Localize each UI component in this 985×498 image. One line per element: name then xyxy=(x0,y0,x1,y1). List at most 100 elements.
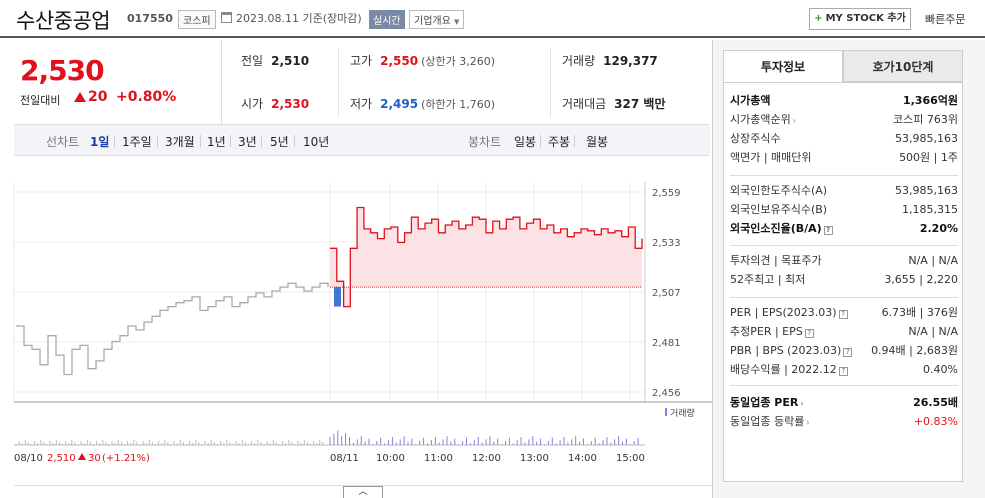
info-tabs: 투자정보 호가10단계 xyxy=(723,50,963,82)
info-row: 시가총액 1,366억원 xyxy=(730,93,958,109)
candle-weekly[interactable]: 주봉 xyxy=(548,135,571,149)
divider xyxy=(157,135,158,147)
info-row: PER | EPS(2023.03)? 6.73배 | 376원 xyxy=(730,305,958,321)
up-arrow-icon xyxy=(78,453,86,460)
market-badge: 코스피 xyxy=(178,10,216,29)
price-chart[interactable]: 2,559 2,533 2,507 2,481 2,456 거래량 08/11 10:00 11… xyxy=(0,158,712,468)
period-10y[interactable]: 10년 xyxy=(303,135,330,149)
quote-low: 저가 2,495 (하한가 1,760) xyxy=(350,95,495,112)
help-icon[interactable]: ? xyxy=(838,310,848,319)
info-row-value: N/A | N/A xyxy=(908,254,958,267)
help-icon[interactable]: ? xyxy=(838,367,848,376)
period-3m[interactable]: 3개월 xyxy=(165,135,195,149)
price-change-value: 20 xyxy=(88,89,108,105)
y-tick-label: 2,559 xyxy=(652,188,681,199)
company-info-dropdown[interactable]: 기업개요 ▼ xyxy=(409,10,465,29)
info-row-label: 외국인보유주식수(B) xyxy=(730,203,828,216)
add-mystock-button[interactable]: + MY STOCK 추가 xyxy=(809,8,911,30)
stock-title: 수산중공업 xyxy=(16,9,111,33)
company-info-label: 기업개요 xyxy=(414,16,451,27)
compare-label: 전일대비 xyxy=(20,94,61,107)
chevron-right-icon[interactable]: › xyxy=(806,418,810,427)
info-row-value: 0.40% xyxy=(923,363,958,376)
quote-low-label: 저가 xyxy=(350,97,373,111)
divider xyxy=(261,135,262,147)
tab-hoga[interactable]: 호가10단계 xyxy=(843,50,963,82)
today-line xyxy=(330,206,643,308)
info-row-label: 배당수익률 | 2022.12? xyxy=(730,362,848,378)
info-row-value: N/A | N/A xyxy=(908,325,958,338)
period-1y[interactable]: 1년 xyxy=(207,135,226,149)
x-tick-label: 11:00 xyxy=(424,453,453,464)
help-icon[interactable]: ? xyxy=(804,329,814,338)
info-row-value: +0.83% xyxy=(913,415,958,428)
price-chart-svg: 2,559 2,533 2,507 2,481 2,456 거래량 08/11 10:00 11… xyxy=(13,182,712,464)
invest-info-table: 시가총액 1,366억원 시가총액순위 › 코스피 763위 상장주식수 53,985,16… xyxy=(723,82,963,482)
info-row-label: 시가총액 xyxy=(730,94,771,107)
collapse-handle[interactable]: ︿ xyxy=(343,486,383,498)
info-row-value: 1,366억원 xyxy=(902,94,958,107)
stock-code: 017550 xyxy=(127,12,173,25)
info-row-value: 53,985,163 xyxy=(895,184,958,197)
info-row-value: 0.94배 | 2,683원 xyxy=(871,344,958,357)
down-segment xyxy=(334,287,341,307)
info-row-label: 52주최고 | 최저 xyxy=(730,273,806,286)
help-icon[interactable]: ? xyxy=(843,348,853,357)
quote-open-value: 2,530 xyxy=(271,97,310,111)
help-icon[interactable]: ? xyxy=(823,226,833,235)
info-row: PBR | BPS (2023.03)? 0.94배 | 2,683원 xyxy=(730,343,958,359)
divider xyxy=(574,135,575,147)
info-row: 투자의견 | 목표주가 N/A | N/A xyxy=(730,253,958,269)
line-chart-label[interactable]: 선차트 xyxy=(46,135,80,149)
divider xyxy=(14,485,712,486)
info-row-label: PER | EPS(2023.03)? xyxy=(730,305,848,321)
info-row-label: 동일업종 PER › xyxy=(730,396,804,409)
base-date: 2023.08.11 기준(장마감) xyxy=(236,12,362,25)
info-row: 외국인소진율(B/A)? 2.20% xyxy=(730,221,958,237)
info-row: 외국인보유주식수(B) 1,185,315 xyxy=(730,202,958,218)
period-1d[interactable]: 1일 xyxy=(90,135,110,149)
info-panel: 투자정보 호가10단계 시가총액 1,366억원 시가총액순위 › 코스피 763위 상장… xyxy=(712,40,985,498)
info-row: 동일업종 등락률 › +0.83% xyxy=(730,414,958,430)
candle-daily[interactable]: 일봉 xyxy=(514,135,537,149)
price-change: 20 xyxy=(74,89,107,105)
divider xyxy=(114,135,115,147)
x-tick-label: 12:00 xyxy=(472,453,501,464)
info-row: 액면가 | 매매단위 500원 | 1주 xyxy=(730,150,958,166)
candle-chart-label[interactable]: 봉차트 xyxy=(468,135,502,149)
up-arrow-icon xyxy=(74,92,86,102)
quote-high-label: 고가 xyxy=(350,54,373,68)
divider xyxy=(550,48,551,118)
prev-day-date: 08/10 xyxy=(14,453,43,464)
quote-open-label: 시가 xyxy=(241,97,264,111)
quote-high: 고가 2,550 (상한가 3,260) xyxy=(350,52,495,69)
info-row-value: 53,985,163 xyxy=(895,132,958,145)
info-row-label: 외국인한도주식수(A) xyxy=(730,184,828,197)
info-row-value: 3,655 | 2,220 xyxy=(884,273,958,286)
divider xyxy=(338,48,339,118)
info-row-label: 액면가 | 매매단위 xyxy=(730,151,812,164)
chevron-right-icon[interactable]: › xyxy=(792,116,796,125)
prev-day-rate: (+1.21%) xyxy=(102,453,150,464)
period-3y[interactable]: 3년 xyxy=(238,135,257,149)
quote-amount-value: 327 백만 xyxy=(614,97,666,111)
info-row-value: 26.55배 xyxy=(913,396,958,409)
divider xyxy=(730,297,958,298)
quote-low-value: 2,495 xyxy=(380,97,419,111)
quick-order-link[interactable]: 빠른주문 xyxy=(925,13,966,26)
info-row-label: 상장주식수 xyxy=(730,132,781,145)
candle-monthly[interactable]: 월봉 xyxy=(586,135,609,149)
upper-limit: (상한가 3,260) xyxy=(421,55,495,68)
lower-limit: (하한가 1,760) xyxy=(421,98,495,111)
period-5y[interactable]: 5년 xyxy=(270,135,289,149)
chevron-right-icon[interactable]: › xyxy=(800,399,804,408)
quote-volume: 거래량 129,377 xyxy=(562,52,658,69)
realtime-button[interactable]: 실시간 xyxy=(369,10,405,29)
period-1w[interactable]: 1주일 xyxy=(122,135,152,149)
info-row-value: 6.73배 | 376원 xyxy=(881,306,958,319)
price-change-rate: +0.80% xyxy=(116,89,177,105)
tab-invest-info[interactable]: 투자정보 xyxy=(723,50,843,82)
x-tick-label: 13:00 xyxy=(520,453,549,464)
prev-day-line xyxy=(16,282,329,376)
y-tick-label: 2,481 xyxy=(652,338,681,349)
